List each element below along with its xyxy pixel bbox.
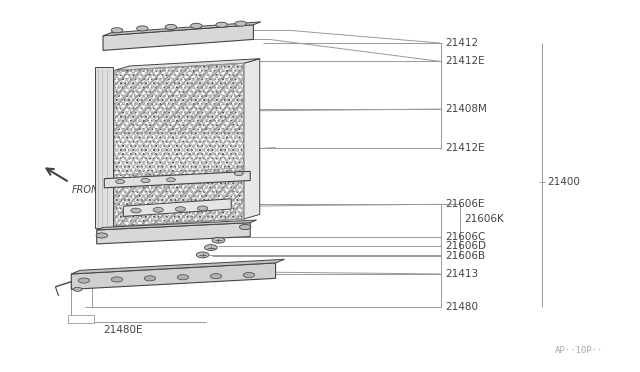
Ellipse shape [144, 276, 156, 281]
Ellipse shape [141, 179, 150, 183]
Text: 21413: 21413 [445, 269, 479, 279]
Polygon shape [114, 63, 244, 226]
Ellipse shape [131, 208, 141, 213]
Text: 21412E: 21412E [445, 57, 485, 67]
Ellipse shape [111, 28, 123, 33]
Ellipse shape [239, 224, 251, 230]
Ellipse shape [191, 23, 202, 28]
Ellipse shape [166, 178, 175, 182]
Ellipse shape [78, 278, 90, 283]
Ellipse shape [116, 180, 125, 184]
Text: 21412: 21412 [445, 38, 479, 48]
Text: 21606E: 21606E [445, 199, 485, 209]
Text: 21412E: 21412E [445, 142, 485, 153]
Ellipse shape [153, 208, 163, 212]
Polygon shape [71, 259, 284, 274]
Polygon shape [124, 199, 231, 217]
Ellipse shape [196, 252, 209, 258]
Polygon shape [103, 22, 261, 36]
Text: 21606K: 21606K [465, 214, 504, 224]
Text: 21606C: 21606C [445, 232, 486, 242]
Text: 21480: 21480 [445, 302, 479, 312]
Ellipse shape [234, 171, 243, 176]
Text: AP··10P··: AP··10P·· [555, 346, 603, 355]
Ellipse shape [216, 22, 227, 27]
Polygon shape [95, 67, 113, 228]
Polygon shape [103, 25, 253, 51]
Ellipse shape [177, 275, 189, 280]
Ellipse shape [137, 26, 148, 31]
Ellipse shape [205, 245, 217, 250]
Text: 21400: 21400 [547, 177, 580, 187]
Ellipse shape [235, 21, 246, 26]
Text: FRONT: FRONT [71, 185, 104, 195]
Ellipse shape [96, 233, 108, 238]
Ellipse shape [212, 237, 225, 243]
Polygon shape [244, 59, 260, 219]
Ellipse shape [198, 206, 208, 211]
Polygon shape [71, 263, 276, 289]
Bar [68, 315, 93, 323]
Text: 21606B: 21606B [445, 251, 486, 261]
Polygon shape [114, 59, 260, 71]
Text: 21480E: 21480E [104, 324, 143, 334]
Text: 21408M: 21408M [445, 104, 488, 114]
Ellipse shape [211, 273, 221, 279]
Polygon shape [97, 223, 250, 244]
Ellipse shape [165, 25, 177, 29]
Ellipse shape [175, 207, 186, 211]
Ellipse shape [73, 287, 82, 291]
Polygon shape [104, 171, 250, 188]
Ellipse shape [111, 277, 123, 282]
Text: 21606D: 21606D [445, 241, 486, 251]
Polygon shape [97, 220, 257, 230]
Ellipse shape [243, 272, 255, 278]
